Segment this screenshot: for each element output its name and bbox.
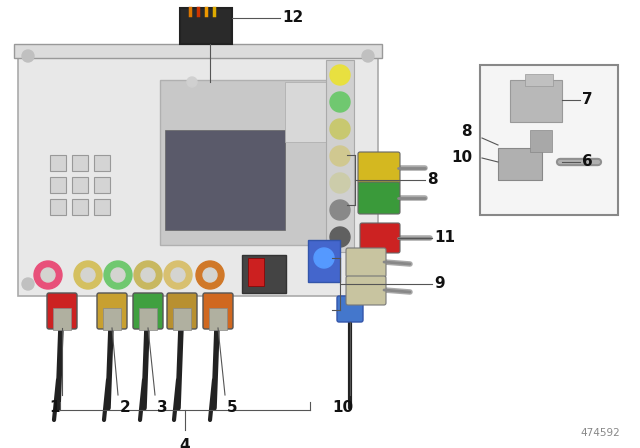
FancyBboxPatch shape: [14, 44, 382, 58]
Bar: [94, 155, 110, 171]
Text: 6: 6: [582, 155, 593, 169]
Circle shape: [134, 261, 162, 289]
Circle shape: [362, 278, 374, 290]
FancyBboxPatch shape: [53, 308, 71, 330]
Text: 10: 10: [451, 151, 472, 165]
FancyBboxPatch shape: [203, 293, 233, 329]
FancyBboxPatch shape: [346, 276, 386, 305]
FancyBboxPatch shape: [165, 130, 285, 230]
Bar: [94, 199, 110, 215]
Text: 2: 2: [120, 400, 131, 415]
Circle shape: [81, 268, 95, 282]
FancyBboxPatch shape: [358, 182, 400, 214]
Bar: [50, 177, 66, 193]
FancyBboxPatch shape: [160, 80, 330, 245]
Text: 8: 8: [427, 172, 438, 188]
Circle shape: [104, 261, 132, 289]
FancyBboxPatch shape: [308, 240, 340, 282]
FancyBboxPatch shape: [510, 80, 562, 122]
Circle shape: [330, 119, 350, 139]
FancyBboxPatch shape: [326, 60, 354, 252]
FancyBboxPatch shape: [18, 48, 378, 296]
FancyBboxPatch shape: [242, 255, 286, 293]
FancyBboxPatch shape: [337, 296, 363, 322]
Text: 9: 9: [434, 276, 445, 292]
Circle shape: [314, 248, 334, 268]
FancyBboxPatch shape: [248, 258, 264, 286]
Circle shape: [330, 65, 350, 85]
Circle shape: [203, 268, 217, 282]
Circle shape: [330, 227, 350, 247]
Circle shape: [41, 268, 55, 282]
FancyBboxPatch shape: [530, 130, 552, 152]
Circle shape: [141, 268, 155, 282]
FancyBboxPatch shape: [358, 152, 400, 184]
Circle shape: [34, 261, 62, 289]
FancyBboxPatch shape: [360, 223, 400, 253]
Circle shape: [330, 200, 350, 220]
Bar: [94, 177, 110, 193]
FancyBboxPatch shape: [498, 148, 542, 180]
Circle shape: [330, 173, 350, 193]
Text: 1: 1: [50, 400, 60, 415]
Circle shape: [330, 92, 350, 112]
FancyBboxPatch shape: [133, 293, 163, 329]
FancyBboxPatch shape: [47, 293, 77, 329]
Circle shape: [111, 268, 125, 282]
Text: 4: 4: [180, 438, 190, 448]
Text: 474592: 474592: [580, 428, 620, 438]
Bar: [50, 199, 66, 215]
FancyBboxPatch shape: [525, 74, 553, 86]
FancyBboxPatch shape: [173, 308, 191, 330]
Circle shape: [171, 268, 185, 282]
Circle shape: [74, 261, 102, 289]
FancyBboxPatch shape: [346, 248, 386, 277]
Text: 7: 7: [582, 92, 593, 108]
Text: 10: 10: [332, 400, 353, 415]
FancyBboxPatch shape: [167, 293, 197, 329]
Text: 12: 12: [282, 10, 303, 26]
FancyBboxPatch shape: [180, 8, 232, 44]
FancyBboxPatch shape: [139, 308, 157, 330]
Bar: [72, 199, 88, 215]
Circle shape: [196, 261, 224, 289]
Circle shape: [22, 50, 34, 62]
Circle shape: [187, 77, 197, 87]
FancyBboxPatch shape: [97, 293, 127, 329]
FancyBboxPatch shape: [285, 82, 327, 142]
Circle shape: [164, 261, 192, 289]
Text: 5: 5: [227, 400, 237, 415]
Text: 11: 11: [434, 231, 455, 246]
Bar: [72, 177, 88, 193]
Bar: [50, 155, 66, 171]
Bar: [72, 155, 88, 171]
Circle shape: [362, 50, 374, 62]
Text: 8: 8: [461, 125, 472, 139]
Circle shape: [330, 146, 350, 166]
Bar: [480, 65, 618, 215]
FancyBboxPatch shape: [103, 308, 121, 330]
Text: 3: 3: [157, 400, 168, 415]
Circle shape: [22, 278, 34, 290]
FancyBboxPatch shape: [209, 308, 227, 330]
